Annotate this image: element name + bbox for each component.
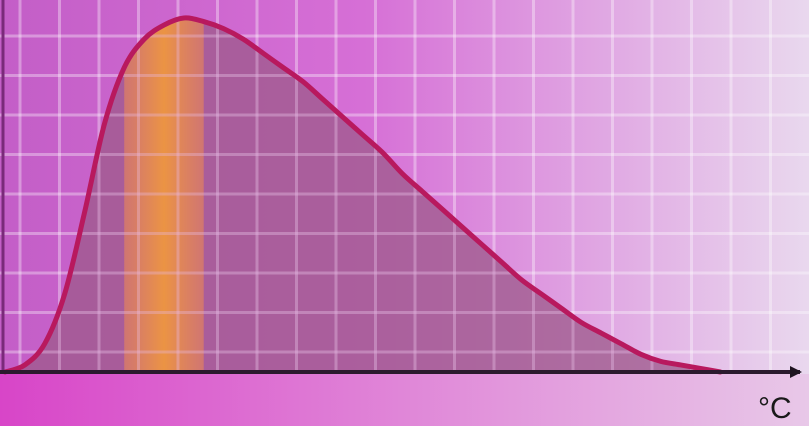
bottom-strip — [0, 374, 809, 426]
highlight-band — [124, 17, 204, 372]
x-axis-label: °C — [758, 392, 792, 425]
distribution-curve — [2, 15, 723, 375]
